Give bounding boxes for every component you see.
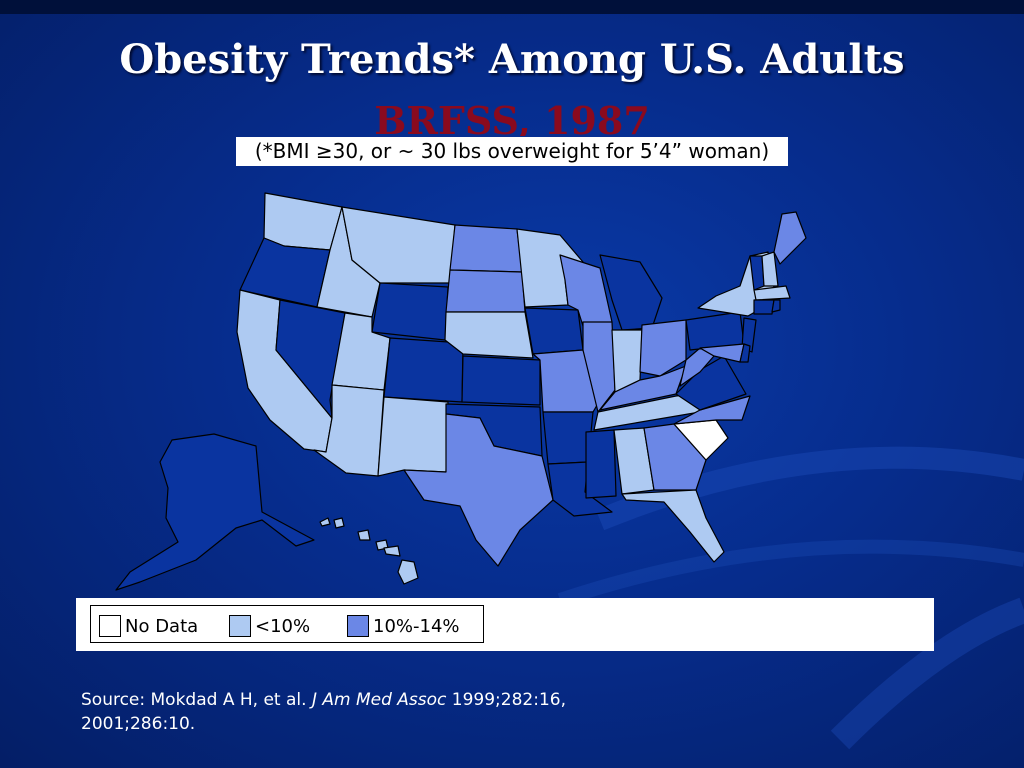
state-hawaii-1 [319, 517, 331, 527]
state-north-dakota [449, 224, 523, 273]
map-legend: No Data <10% 10%-14% [90, 605, 484, 643]
legend-swatch-lt10 [229, 615, 251, 637]
state-new-mexico [377, 396, 449, 477]
slide-title: Obesity Trends* Among U.S. Adults [119, 36, 905, 83]
state-kansas [461, 355, 541, 406]
slide-subtitle: BRFSS, 1987 [374, 98, 650, 136]
state-maine [773, 211, 807, 265]
legend-item-no-data: No Data [99, 614, 198, 638]
legend-swatch-no-data [99, 615, 121, 637]
state-south-dakota [445, 269, 526, 313]
state-new-jersey [741, 317, 757, 353]
legend-item-lt10: <10% [229, 614, 310, 638]
state-rhode-island [771, 299, 781, 313]
bmi-note: (*BMI ≥30, or ~ 30 lbs overweight for 5’… [236, 137, 788, 166]
state-nebraska [444, 311, 534, 359]
legend-swatch-10-14 [347, 615, 369, 637]
state-ohio [639, 319, 687, 377]
state-mississippi [585, 429, 617, 499]
state-georgia [643, 423, 707, 491]
state-new-hampshire [761, 251, 779, 287]
source-citation: Source: Mokdad A H, et al. J Am Med Asso… [81, 688, 781, 736]
state-north-carolina [673, 395, 751, 425]
state-hawaii-3 [357, 529, 371, 541]
state-iowa [524, 307, 584, 355]
legend-item-10-14: 10%-14% [347, 614, 460, 638]
state-hawaii-6 [397, 559, 419, 585]
source-line2: 2001;286:10. [81, 714, 196, 734]
legend-label-no-data: No Data [125, 615, 199, 637]
state-nevada [275, 299, 346, 419]
state-florida [621, 489, 725, 563]
state-wisconsin [559, 254, 613, 327]
state-alaska [115, 433, 315, 591]
state-illinois [582, 321, 616, 413]
state-hawaii-2 [333, 517, 345, 529]
state-connecticut [753, 299, 775, 315]
state-washington [263, 192, 343, 251]
legend-label-10-14: 10%-14% [373, 615, 460, 637]
state-massachusetts [753, 285, 791, 301]
top-bar [0, 0, 1024, 14]
state-colorado [383, 337, 464, 403]
state-west-virginia [679, 347, 715, 387]
source-journal: J Am Med Assoc [311, 690, 447, 710]
source-suffix: 1999;282:16, [446, 690, 566, 710]
state-delaware [739, 343, 751, 363]
state-montana [341, 206, 456, 284]
legend-label-lt10: <10% [255, 615, 311, 637]
source-prefix: Source: Mokdad A H, et al. [81, 690, 312, 710]
state-hawaii-5 [383, 545, 401, 557]
state-texas [403, 413, 554, 567]
state-wyoming [371, 282, 449, 341]
